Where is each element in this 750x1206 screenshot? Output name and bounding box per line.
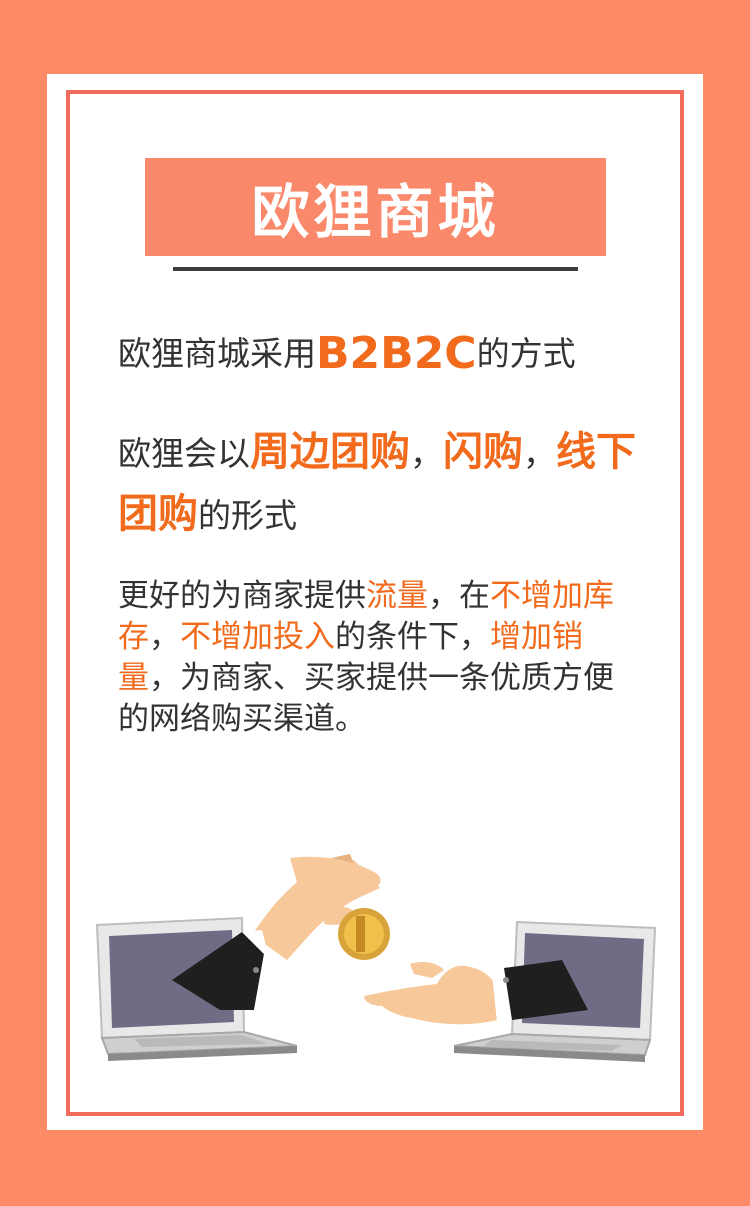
receiving-hand-icon: [364, 960, 588, 1025]
separator: ，: [410, 434, 443, 473]
highlight-group-buying: 周边团购: [250, 429, 410, 475]
hand-with-coin-icon: [172, 854, 381, 1010]
inner-frame: [66, 90, 684, 1116]
benefit-text: ，: [149, 619, 180, 655]
page-title: 欧狸商城: [251, 178, 500, 246]
title-banner: 欧狸商城: [145, 158, 606, 256]
benefit-text: ，在: [428, 578, 490, 614]
benefit-text: 的条件下，: [335, 619, 490, 655]
coin-icon: [338, 908, 390, 960]
intro-paragraph: 欧狸商城采用B2B2C的方式: [118, 326, 576, 382]
form-text: 欧狸会以: [118, 434, 250, 473]
benefit-text: 更好的为商家提供: [118, 578, 366, 614]
highlight-offline-group-buying: 线下团购: [118, 429, 636, 537]
separator: ，: [523, 434, 556, 473]
highlight-sales: 增加销量: [118, 619, 583, 696]
highlight-traffic: 流量: [366, 578, 428, 614]
laptop-icon: [95, 916, 298, 1061]
form-text-end: 的形式: [198, 496, 297, 535]
intro-text-end: 的方式: [476, 334, 576, 373]
intro-text: 欧狸商城采用: [118, 334, 316, 373]
form-paragraph: 欧狸会以周边团购，闪购，线下团购的形式: [118, 422, 648, 546]
benefit-paragraph: 更好的为商家提供流量，在不增加库存，不增加投入的条件下，增加销量，为商家、买家提…: [118, 576, 638, 740]
transaction-illustration: [95, 854, 657, 1062]
highlight-flash-sale: 闪购: [443, 429, 523, 475]
model-highlight: B2B2C: [316, 328, 477, 379]
benefit-text-end: ，为商家、买家提供一条优质方便的网络购买渠道。: [118, 660, 614, 737]
highlight-no-inventory: 不增加库存: [118, 578, 614, 655]
title-divider: [173, 267, 578, 271]
highlight-no-investment: 不增加投入: [180, 619, 335, 655]
